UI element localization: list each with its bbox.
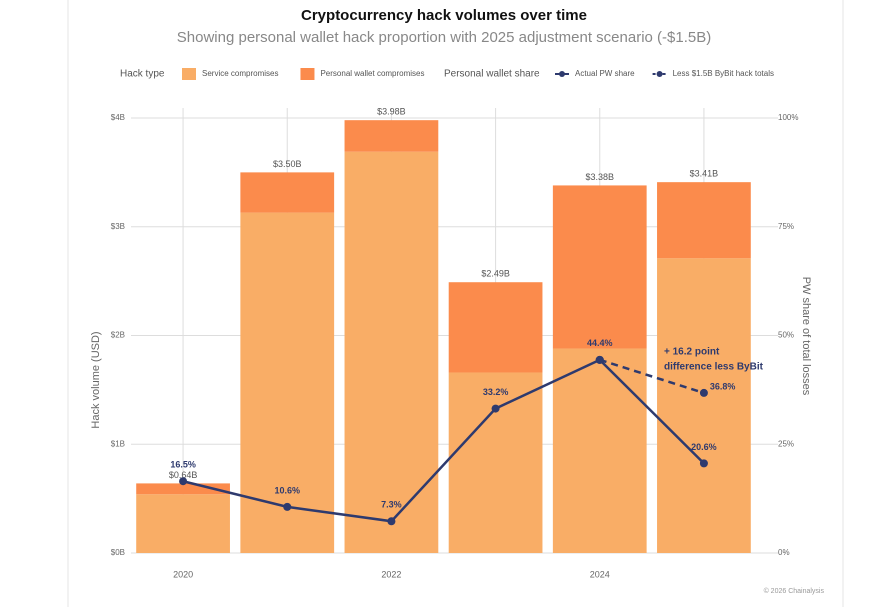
point bbox=[699, 459, 708, 468]
data-label: 36.8% bbox=[710, 381, 736, 391]
bar bbox=[136, 483, 230, 495]
bar bbox=[657, 258, 751, 553]
x-tick-label: 2024 bbox=[590, 569, 610, 579]
point bbox=[595, 355, 604, 364]
total-label: $2.49B bbox=[481, 269, 510, 279]
legend-marker bbox=[656, 71, 663, 77]
data-label: 33.2% bbox=[483, 387, 509, 397]
legend-label: Personal wallet compromises bbox=[320, 69, 424, 78]
footer: © 2026 Chainalysis bbox=[764, 587, 825, 595]
legend-title: Personal wallet share bbox=[444, 69, 540, 80]
legend-label: Service compromises bbox=[202, 69, 278, 78]
y2-tick-label: 100% bbox=[778, 113, 798, 122]
point bbox=[699, 388, 708, 397]
data-label: 44.4% bbox=[587, 338, 613, 348]
bar bbox=[240, 212, 335, 554]
legend-label: Actual PW share bbox=[575, 69, 635, 78]
bar bbox=[344, 120, 439, 152]
total-label: $3.98B bbox=[377, 107, 406, 117]
y2-tick-label: 75% bbox=[778, 222, 794, 231]
line bbox=[599, 358, 705, 395]
y2-axis-title: PW share of total losses bbox=[800, 277, 812, 396]
y2-tick-label: 0% bbox=[778, 548, 790, 557]
y-tick-label: $2B bbox=[111, 331, 125, 340]
y-tick-label: $1B bbox=[111, 439, 125, 448]
legend-title: Hack type bbox=[120, 69, 165, 80]
line bbox=[182, 358, 705, 523]
bar bbox=[448, 372, 543, 553]
point bbox=[283, 502, 292, 511]
bar bbox=[448, 282, 543, 373]
data-label: 20.6% bbox=[691, 442, 717, 452]
point bbox=[179, 477, 188, 486]
bar bbox=[657, 182, 751, 259]
legend-label: Less $1.5B ByBit hack totals bbox=[673, 69, 774, 78]
x-tick-label: 2022 bbox=[381, 569, 401, 579]
bar bbox=[240, 172, 335, 213]
x-tick-label: 2020 bbox=[173, 569, 193, 579]
y2-tick-label: 50% bbox=[778, 331, 794, 340]
data-label: 10.6% bbox=[274, 485, 300, 495]
point bbox=[387, 517, 396, 526]
y2-tick-label: 25% bbox=[778, 439, 794, 448]
point bbox=[491, 404, 500, 413]
total-label: $3.38B bbox=[585, 172, 614, 182]
chart-title: Cryptocurrency hack volumes over time bbox=[301, 7, 587, 24]
y-tick-label: $3B bbox=[111, 222, 125, 231]
bar bbox=[344, 151, 439, 553]
y-axis-title: Hack volume (USD) bbox=[90, 331, 102, 428]
total-label: $3.50B bbox=[273, 159, 302, 169]
bar bbox=[552, 348, 647, 553]
total-label: $3.41B bbox=[690, 169, 719, 179]
legend-swatch bbox=[300, 68, 315, 80]
data-label: 7.3% bbox=[381, 500, 402, 510]
y-tick-label: $0B bbox=[111, 548, 125, 557]
bar bbox=[552, 185, 647, 349]
legend-swatch bbox=[182, 68, 196, 80]
data-label: 16.5% bbox=[170, 460, 196, 470]
annotation: + 16.2 point bbox=[664, 347, 720, 358]
legend-marker bbox=[559, 71, 565, 77]
bar bbox=[136, 494, 230, 553]
y-tick-label: $4B bbox=[111, 113, 125, 122]
total-label: $0.64B bbox=[169, 470, 198, 480]
annotation: difference less ByBit bbox=[664, 362, 764, 373]
chart-subtitle: Showing personal wallet hack proportion … bbox=[177, 29, 711, 46]
